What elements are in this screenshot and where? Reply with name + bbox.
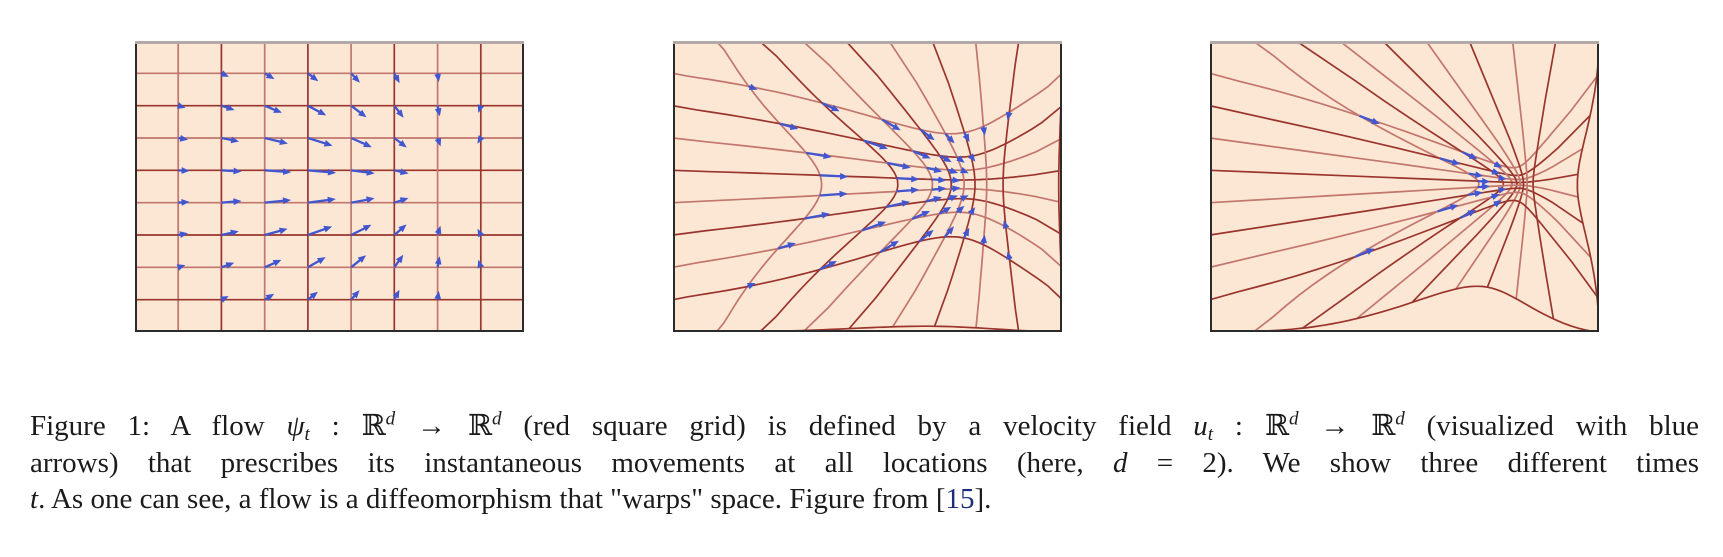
math-sub-t: t: [1207, 423, 1214, 445]
citation-link[interactable]: 15: [945, 483, 975, 515]
caption-text: (visualized with blue: [1404, 410, 1700, 442]
caption-text: Figure 1: A flow: [30, 410, 287, 442]
caption-text: :: [1213, 410, 1265, 442]
math-reals: ℝ: [361, 410, 386, 442]
caption-text: ].: [974, 483, 992, 515]
caption-text: = 2). We show three different times: [1127, 446, 1699, 479]
math-d: d: [1112, 446, 1128, 479]
figure-1-caption: Figure 1: A flow ψt : ℝd → ℝd (red squar…: [30, 408, 1699, 518]
caption-text: (red square grid) is defined by a veloci…: [501, 410, 1194, 442]
caption-text: arrows) that prescribes its instantaneou…: [30, 446, 1113, 479]
math-reals: ℝ: [467, 410, 492, 442]
caption-line-1: Figure 1: A flow ψt : ℝd → ℝd (red squar…: [30, 408, 1699, 445]
flow-grid-panel-time3: [1210, 41, 1599, 332]
figure-1-panels: [135, 41, 1599, 332]
math-arrow: →: [395, 410, 468, 442]
math-psi: ψ: [286, 410, 305, 442]
caption-text: . As one can see, a flow is a diffeomorp…: [38, 483, 946, 515]
math-sub-t: t: [304, 423, 310, 445]
flow-grid-panel-time2: [673, 41, 1062, 332]
math-sup-d: d: [1395, 408, 1405, 430]
flow-grid-panel-time1: [135, 41, 524, 332]
math-t: t: [30, 483, 39, 515]
warped-grid-canvas-time3: [1210, 41, 1599, 332]
math-sup-d: d: [385, 408, 396, 430]
math-sup-d: d: [1288, 408, 1299, 430]
warped-grid-canvas-time2: [673, 41, 1062, 332]
caption-line-2: arrows) that prescribes its instantaneou…: [30, 445, 1699, 482]
caption-line-3: t. As one can see, a flow is a diffeomor…: [30, 481, 1699, 518]
math-u: u: [1193, 410, 1208, 442]
math-arrow: →: [1298, 410, 1372, 442]
math-sup-d: d: [491, 408, 502, 430]
warped-grid-canvas-time1: [135, 41, 524, 332]
caption-text: :: [309, 410, 362, 442]
math-reals: ℝ: [1371, 410, 1396, 442]
math-reals: ℝ: [1264, 410, 1289, 442]
